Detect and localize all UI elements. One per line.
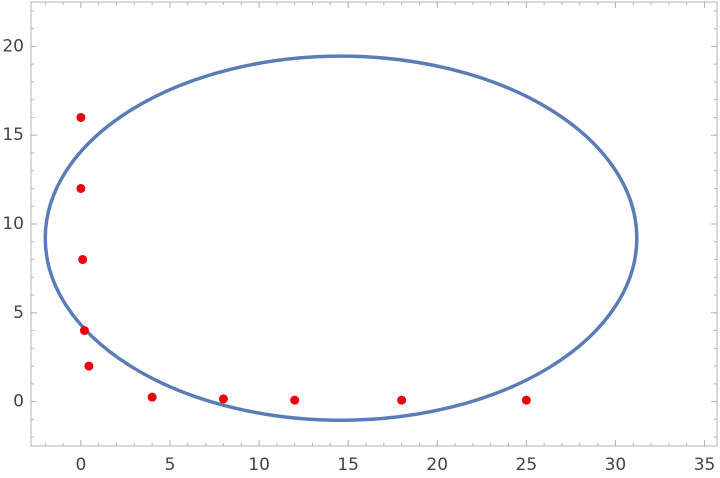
x-tick-label: 10 — [248, 455, 270, 475]
y-tick-label: 20 — [2, 36, 24, 56]
point — [76, 183, 86, 193]
point — [79, 326, 89, 336]
point — [521, 395, 531, 405]
x-tick-label: 0 — [75, 455, 86, 475]
point — [218, 394, 228, 404]
point — [290, 395, 300, 405]
y-tick-label: 0 — [13, 392, 24, 412]
plot-frame — [30, 1, 718, 447]
point — [76, 112, 86, 122]
point — [84, 361, 94, 371]
point — [397, 395, 407, 405]
x-tick-label: 25 — [516, 455, 538, 475]
ellipse-curve — [43, 54, 639, 422]
x-tick-label: 5 — [165, 455, 176, 475]
point — [147, 392, 157, 402]
x-tick-label: 35 — [694, 455, 716, 475]
point — [78, 255, 88, 265]
x-tick-label: 15 — [337, 455, 359, 475]
x-tick-label: 20 — [426, 455, 448, 475]
y-tick-label: 5 — [13, 303, 24, 323]
y-tick-label: 15 — [2, 125, 24, 145]
y-tick-label: 10 — [2, 214, 24, 234]
x-tick-label: 30 — [605, 455, 627, 475]
